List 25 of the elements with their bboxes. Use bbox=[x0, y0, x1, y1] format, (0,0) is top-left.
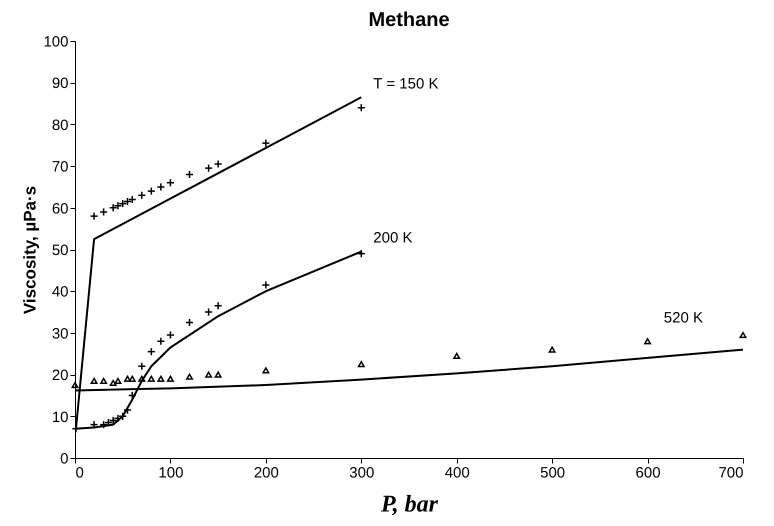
y-axis-title: Viscosity, µPa·s bbox=[20, 186, 40, 314]
series-label: 520 K bbox=[664, 310, 703, 327]
y-tick-label: 0 bbox=[60, 450, 68, 468]
y-tick-label: 80 bbox=[52, 116, 68, 134]
x-tick-label: 500 bbox=[540, 464, 566, 482]
y-tick-label: 20 bbox=[52, 367, 68, 384]
y-tick-label: 50 bbox=[52, 242, 68, 259]
x-axis-title: P, bar bbox=[380, 492, 439, 518]
series-label: T = 150 K bbox=[373, 75, 438, 92]
y-tick-label: 30 bbox=[52, 325, 68, 342]
x-tick-label: 0 bbox=[76, 464, 84, 482]
y-tick-label: 100 bbox=[43, 34, 68, 50]
x-tick-label: 100 bbox=[158, 464, 184, 482]
x-tick-label: 300 bbox=[349, 464, 374, 482]
y-tick-label: 70 bbox=[52, 158, 68, 176]
y-tick-label: 10 bbox=[52, 408, 68, 426]
y-tick-label: 40 bbox=[52, 284, 68, 301]
chart-title: Methane bbox=[368, 9, 450, 31]
series-label: 200 K bbox=[373, 230, 412, 247]
x-tick-label: 600 bbox=[636, 464, 661, 482]
x-tick-label: 400 bbox=[444, 464, 470, 482]
y-tick-label: 60 bbox=[52, 200, 68, 218]
y-tick-label: 90 bbox=[52, 75, 68, 92]
x-tick-label: 700 bbox=[718, 464, 744, 482]
x-tick-label: 200 bbox=[254, 464, 279, 482]
